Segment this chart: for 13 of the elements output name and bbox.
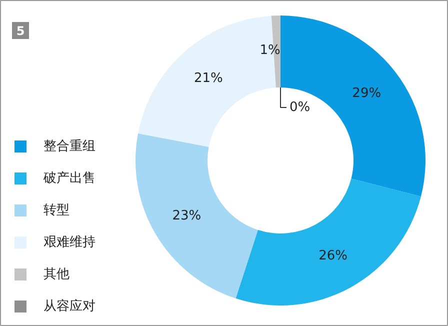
data-label: 21%: [194, 71, 223, 86]
text: 0%: [290, 100, 310, 115]
legend-label: 其他: [44, 267, 70, 282]
legend-label: 转型: [44, 203, 70, 218]
data-label: 29%: [352, 86, 382, 102]
legend-label: 艰难维持: [44, 235, 96, 250]
data-label: 1%: [260, 43, 280, 58]
legend-label: 整合重组: [44, 139, 96, 154]
data-label: 26%: [318, 248, 348, 264]
text: 5: [16, 24, 25, 38]
legend-label: 破产出售: [42, 171, 96, 186]
data-label: 23%: [172, 208, 202, 224]
legend-label: 从容应对: [44, 298, 96, 314]
